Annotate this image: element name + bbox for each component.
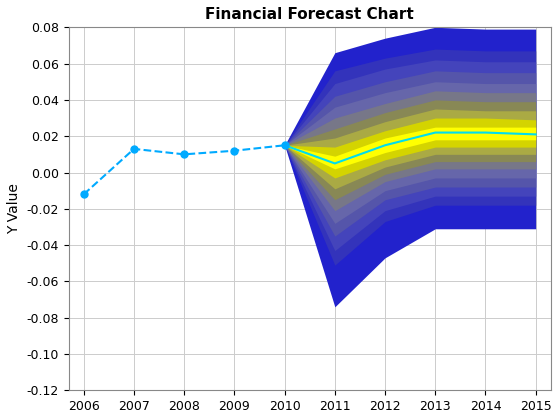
Y-axis label: Y Value: Y Value: [7, 184, 21, 234]
Title: Financial Forecast Chart: Financial Forecast Chart: [206, 7, 414, 22]
